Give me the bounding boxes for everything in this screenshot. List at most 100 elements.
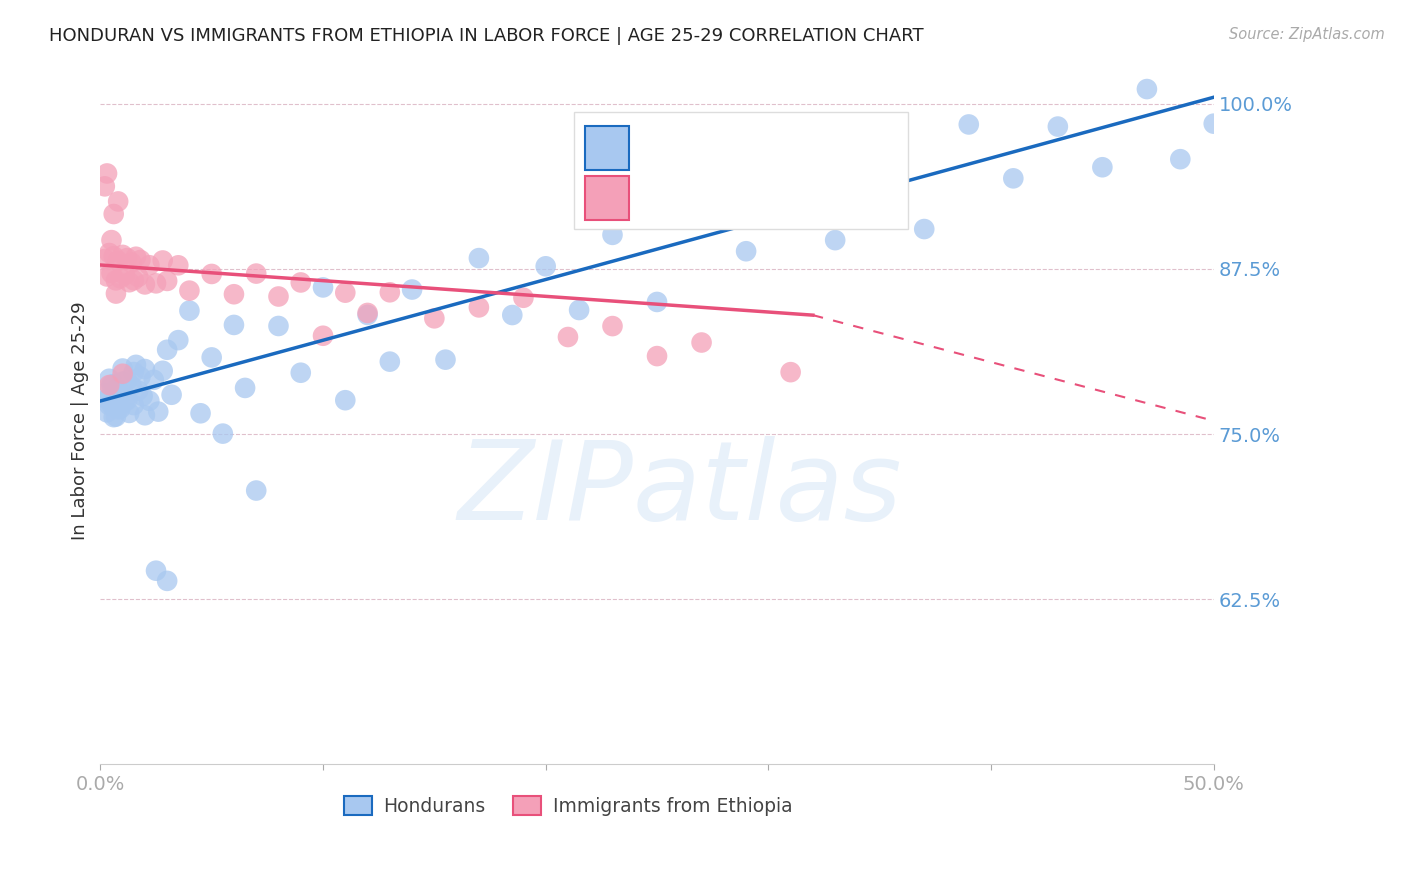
Point	[179, 303, 201, 318]
Point	[96, 166, 118, 180]
Point	[118, 406, 141, 420]
Point	[98, 246, 121, 260]
Point	[290, 276, 312, 290]
Point	[104, 383, 127, 397]
Point	[121, 379, 143, 393]
Point	[125, 358, 148, 372]
Point	[122, 365, 145, 379]
Point	[378, 285, 401, 300]
Point	[1191, 54, 1213, 68]
Point	[100, 398, 122, 412]
Point	[96, 405, 118, 419]
Point	[100, 233, 122, 247]
Point	[779, 193, 801, 207]
Point	[290, 366, 312, 380]
Point	[103, 410, 125, 425]
Point	[160, 388, 183, 402]
Point	[134, 362, 156, 376]
Point	[121, 256, 143, 270]
Point	[114, 268, 136, 282]
Point	[94, 386, 117, 401]
Point	[222, 287, 245, 301]
Point	[129, 252, 152, 267]
Point	[103, 207, 125, 221]
Text: Source: ZipAtlas.com: Source: ZipAtlas.com	[1229, 27, 1385, 42]
Point	[201, 351, 224, 365]
Point	[602, 227, 624, 242]
Point	[1202, 117, 1225, 131]
Point	[179, 284, 201, 298]
Point	[602, 319, 624, 334]
Point	[98, 372, 121, 386]
FancyBboxPatch shape	[585, 176, 630, 220]
Point	[245, 267, 267, 281]
Point	[267, 289, 290, 303]
Point	[201, 267, 224, 281]
Point	[122, 273, 145, 287]
Point	[134, 409, 156, 423]
Point	[335, 393, 357, 408]
Point	[98, 378, 121, 392]
Point	[690, 335, 713, 350]
Point	[96, 392, 118, 407]
Point	[378, 354, 401, 368]
Point	[468, 251, 491, 265]
Point	[167, 258, 190, 272]
Point	[222, 318, 245, 332]
Point	[501, 308, 523, 322]
Point	[131, 389, 153, 403]
Point	[127, 384, 149, 398]
Point	[118, 275, 141, 289]
Point	[335, 285, 357, 300]
Point	[145, 277, 167, 291]
Point	[401, 283, 423, 297]
Point	[190, 406, 212, 420]
Point	[98, 398, 121, 412]
Point	[245, 483, 267, 498]
Point	[356, 308, 378, 322]
Point	[104, 273, 127, 287]
Point	[111, 367, 134, 381]
Point	[100, 377, 122, 392]
Point	[912, 222, 935, 236]
Point	[1002, 171, 1025, 186]
Point	[534, 260, 557, 274]
Legend: Hondurans, Immigrants from Ethiopia: Hondurans, Immigrants from Ethiopia	[336, 789, 800, 823]
Point	[100, 266, 122, 280]
Point	[557, 330, 579, 344]
Point	[115, 393, 138, 408]
Point	[1136, 82, 1159, 96]
Point	[96, 269, 118, 284]
Point	[115, 374, 138, 388]
Point	[645, 349, 668, 363]
Point	[110, 271, 132, 285]
Point	[103, 249, 125, 263]
Point	[94, 252, 117, 266]
Point	[104, 409, 127, 424]
Text: ZIPatlas: ZIPatlas	[457, 436, 901, 543]
Y-axis label: In Labor Force | Age 25-29: In Labor Force | Age 25-29	[72, 301, 89, 541]
FancyBboxPatch shape	[574, 112, 907, 228]
Point	[103, 377, 125, 392]
Point	[645, 295, 668, 310]
Point	[156, 343, 179, 357]
Point	[735, 244, 758, 259]
Point	[156, 574, 179, 588]
Point	[125, 250, 148, 264]
Point	[1046, 120, 1069, 134]
Point	[127, 269, 149, 284]
Point	[152, 253, 174, 268]
Point	[824, 233, 846, 247]
FancyBboxPatch shape	[585, 126, 630, 170]
Point	[142, 373, 165, 387]
Point	[110, 401, 132, 416]
Point	[434, 352, 457, 367]
Point	[107, 194, 129, 209]
Point	[568, 303, 591, 318]
Point	[129, 369, 152, 384]
Point	[111, 248, 134, 262]
Point	[156, 274, 179, 288]
Point	[312, 280, 335, 294]
Point	[869, 155, 891, 169]
Point	[107, 253, 129, 268]
